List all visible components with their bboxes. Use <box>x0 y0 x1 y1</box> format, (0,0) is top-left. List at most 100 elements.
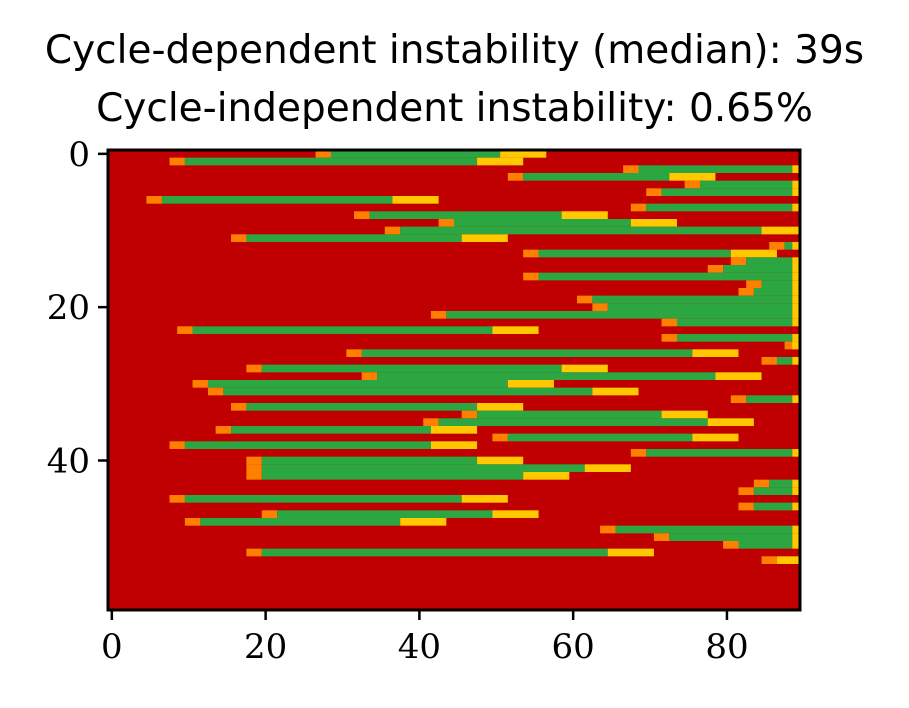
y-tick-label: 40 <box>47 442 90 482</box>
ending-segment <box>507 380 554 388</box>
onset-segment <box>630 203 647 212</box>
ending-segment <box>792 188 800 196</box>
chart-title-line-2: Cycle-independent instability: 0.65% <box>96 86 813 131</box>
stable-segment <box>753 487 793 495</box>
ending-segment <box>792 341 800 350</box>
stable-segment <box>261 364 562 373</box>
ending-segment <box>792 479 800 488</box>
onset-segment <box>761 556 777 564</box>
stable-segment <box>246 234 462 242</box>
ending-segment <box>477 403 524 411</box>
ending-segment <box>792 395 800 403</box>
ending-segment <box>792 334 800 342</box>
stable-segment <box>184 157 478 166</box>
stable-segment <box>646 203 793 212</box>
onset-segment <box>246 364 262 373</box>
stable-segment <box>538 249 731 258</box>
y-axis-ticks: 0 20 40 <box>47 135 108 482</box>
plot-frame <box>106 148 802 612</box>
ending-segment <box>776 556 800 564</box>
onset-segment <box>646 188 662 196</box>
onset-segment <box>423 418 439 426</box>
onset-segment <box>261 510 278 518</box>
x-tick-label: 0 <box>101 627 123 667</box>
stable-segment <box>676 334 793 342</box>
stable-segment <box>638 165 793 173</box>
onset-segment <box>346 349 362 357</box>
onset-segment <box>592 303 608 311</box>
onset-segment <box>600 525 616 534</box>
onset-segment <box>707 265 724 273</box>
stable-segment <box>223 387 593 396</box>
ending-segment <box>792 525 800 534</box>
stable-segment <box>676 318 793 327</box>
stable-segment <box>761 280 793 288</box>
ending-segment <box>792 541 800 549</box>
ending-segment <box>500 150 547 158</box>
stable-segment <box>723 265 793 273</box>
ending-segment <box>792 487 800 495</box>
ending-segment <box>792 533 800 541</box>
onset-segment <box>231 403 247 411</box>
ending-segment <box>523 472 570 480</box>
ending-segment <box>692 433 739 442</box>
stable-segment <box>784 242 793 250</box>
ending-segment <box>607 548 654 557</box>
ending-segment <box>430 441 478 449</box>
ending-segment <box>461 495 508 503</box>
onset-segment <box>461 410 478 419</box>
onset-segment <box>761 357 777 365</box>
stable-segment <box>669 533 793 541</box>
onset-segment <box>492 433 508 442</box>
stable-segment <box>369 211 562 219</box>
onset-segment <box>507 173 524 181</box>
onset-segment <box>192 380 208 388</box>
onset-segment <box>315 150 331 158</box>
onset-segment <box>730 257 747 265</box>
ending-segment <box>392 196 439 204</box>
onset-segment <box>438 219 454 227</box>
onset-segment <box>769 242 785 250</box>
onset-segment <box>169 495 185 503</box>
ending-segment <box>661 410 708 419</box>
onset-segment <box>354 211 370 219</box>
stable-segment <box>592 295 793 304</box>
stable-segment <box>330 150 501 158</box>
onset-segment <box>730 395 747 403</box>
stable-segment <box>769 479 793 488</box>
stable-segment <box>261 456 478 465</box>
stable-segment <box>277 510 493 518</box>
instability-rows <box>146 150 800 564</box>
onset-segment <box>246 472 262 480</box>
ending-segment <box>477 157 524 166</box>
y-tick-label: 20 <box>47 288 90 328</box>
ending-segment <box>792 449 800 457</box>
ending-segment <box>792 295 800 304</box>
onset-segment <box>661 318 677 327</box>
stable-segment <box>200 518 401 526</box>
stable-segment <box>361 349 693 357</box>
ending-segment <box>669 173 716 181</box>
onset-segment <box>684 180 701 189</box>
stable-segment <box>261 548 608 557</box>
stable-segment <box>161 196 393 204</box>
ending-segment <box>592 387 639 396</box>
onset-segment <box>169 441 185 449</box>
stable-segment <box>477 410 662 419</box>
onset-segment <box>384 226 401 235</box>
stable-segment <box>192 326 493 334</box>
onset-segment <box>184 518 201 526</box>
onset-segment <box>738 487 754 495</box>
onset-segment <box>623 165 639 173</box>
stable-segment <box>776 357 793 365</box>
ending-segment <box>792 318 800 327</box>
onset-segment <box>523 249 539 258</box>
onset-segment <box>430 311 447 319</box>
stable-segment <box>646 449 793 457</box>
onset-segment <box>207 387 224 396</box>
onset-segment <box>146 196 162 204</box>
ending-segment <box>707 418 754 426</box>
onset-segment <box>577 295 593 304</box>
